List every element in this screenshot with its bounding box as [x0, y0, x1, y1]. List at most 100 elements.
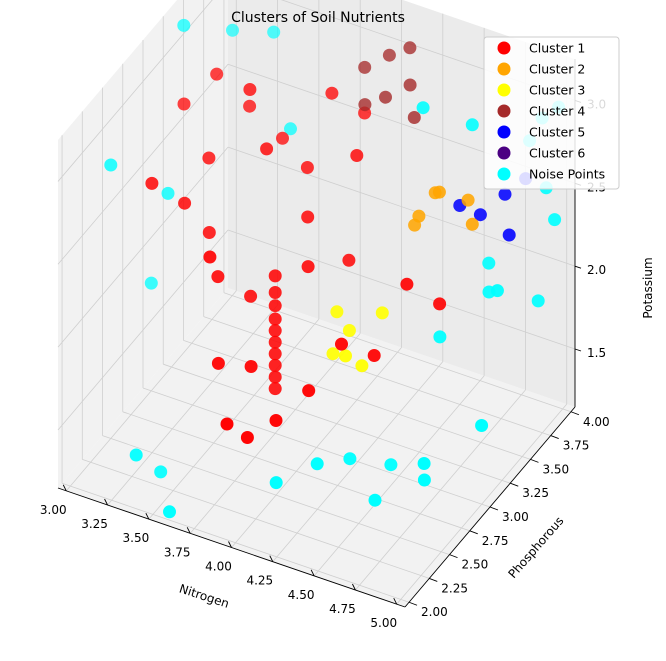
data-point	[267, 26, 280, 39]
x-tick-label: 5.00	[370, 616, 397, 630]
data-point	[276, 132, 289, 145]
data-point	[548, 213, 561, 226]
z-axis-label: Potassium	[641, 257, 655, 318]
y-tick-label: 4.00	[583, 415, 610, 429]
x-tick-label: 3.75	[164, 545, 191, 559]
data-point	[260, 142, 273, 155]
data-point	[269, 371, 282, 384]
data-point	[270, 476, 283, 489]
legend-marker	[498, 105, 511, 118]
y-tick-label: 2.50	[462, 558, 489, 572]
data-point	[384, 458, 397, 471]
data-point	[417, 101, 430, 114]
data-point	[269, 324, 282, 337]
data-point	[376, 306, 389, 319]
data-point	[210, 68, 223, 81]
data-point	[244, 290, 257, 303]
y-tick-mark	[490, 507, 498, 510]
data-point	[335, 338, 348, 351]
data-point	[311, 457, 324, 470]
data-point	[379, 91, 392, 104]
z-tick-mark	[575, 266, 581, 268]
data-point	[358, 61, 371, 74]
data-point	[418, 457, 431, 470]
legend-label: Cluster 1	[529, 41, 585, 56]
data-point	[221, 418, 234, 431]
x-tick-label: 4.00	[205, 560, 232, 574]
data-point	[269, 336, 282, 349]
data-point	[503, 229, 516, 242]
data-point	[162, 187, 175, 200]
data-point	[269, 299, 282, 312]
data-point	[368, 349, 381, 362]
data-point	[342, 254, 355, 267]
data-point	[270, 414, 283, 427]
data-point	[269, 347, 282, 360]
y-tick-mark	[450, 555, 458, 558]
data-point	[178, 98, 191, 111]
data-point	[154, 465, 167, 478]
y-tick-label: 2.75	[482, 534, 509, 548]
data-point	[532, 294, 545, 307]
y-tick-label: 2.25	[441, 581, 468, 595]
z-tick-label: 2.0	[587, 263, 606, 277]
data-point	[269, 382, 282, 395]
y-tick-mark	[571, 412, 579, 415]
data-point	[339, 349, 352, 362]
legend-marker	[498, 84, 511, 97]
data-point	[245, 360, 258, 373]
data-point	[177, 19, 190, 32]
data-point	[343, 452, 356, 465]
data-point	[350, 149, 363, 162]
x-tick-label: 3.00	[40, 503, 67, 517]
data-point	[325, 87, 338, 100]
data-point	[466, 218, 479, 231]
data-point	[433, 186, 446, 199]
y-tick-mark	[409, 602, 417, 605]
data-point	[466, 118, 479, 131]
data-point	[358, 98, 371, 111]
x-tick-label: 3.25	[81, 517, 108, 531]
data-point	[462, 194, 475, 207]
data-point	[202, 152, 215, 165]
data-point	[499, 188, 512, 201]
data-point	[269, 359, 282, 372]
y-tick-label: 3.00	[502, 510, 529, 524]
data-point	[418, 474, 431, 487]
data-point	[491, 284, 504, 297]
y-tick-label: 3.50	[542, 462, 569, 476]
y-tick-mark	[429, 578, 437, 581]
data-point	[412, 210, 425, 223]
data-point	[145, 277, 158, 290]
data-point	[302, 384, 315, 397]
data-point	[301, 211, 314, 224]
data-point	[241, 431, 254, 444]
data-point	[404, 79, 417, 92]
x-tick-label: 4.75	[329, 602, 356, 616]
y-tick-mark	[470, 531, 478, 534]
y-tick-label: 2.00	[421, 605, 448, 619]
y-tick-label: 3.25	[522, 486, 549, 500]
data-point	[130, 449, 143, 462]
data-point	[355, 359, 368, 372]
data-point	[203, 226, 216, 239]
legend-label: Cluster 6	[529, 146, 585, 161]
z-tick-label: 1.5	[587, 346, 606, 360]
data-point	[302, 260, 315, 273]
y-tick-mark	[530, 459, 538, 462]
data-point	[400, 278, 413, 291]
data-point	[433, 330, 446, 343]
y-tick-mark	[551, 436, 559, 439]
data-point	[145, 177, 158, 190]
chart-title: Clusters of Soil Nutrients	[231, 10, 405, 26]
data-point	[403, 41, 416, 54]
data-point	[343, 324, 356, 337]
legend-marker	[498, 126, 511, 139]
legend-marker	[498, 168, 511, 181]
legend-marker	[498, 147, 511, 160]
x-axis-label: Nitrogen	[178, 582, 231, 611]
data-point	[104, 159, 117, 172]
data-point	[369, 494, 382, 507]
